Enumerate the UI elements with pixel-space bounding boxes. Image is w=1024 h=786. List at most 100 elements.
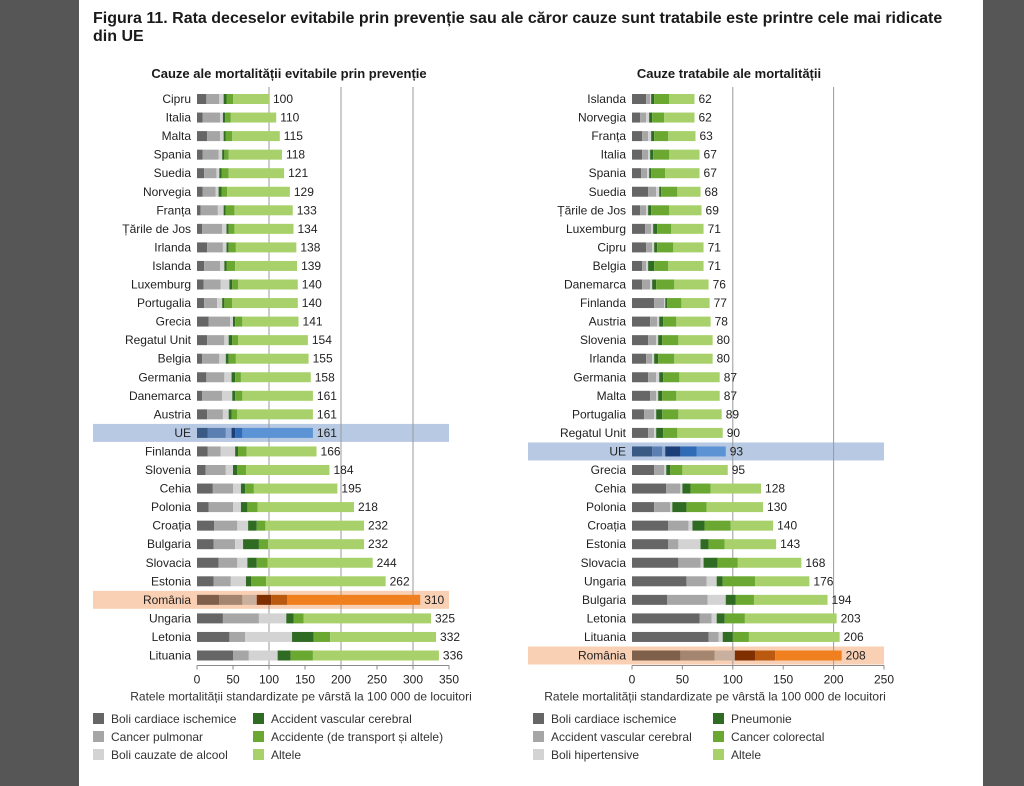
- left-bar-segment: [228, 223, 235, 234]
- right-category-label: Italia: [601, 148, 627, 162]
- left-total-label: 129: [294, 185, 314, 199]
- right-bar-segment: [632, 186, 649, 197]
- left-bar-segment: [240, 483, 246, 494]
- left-bar-segment: [235, 316, 243, 327]
- right-bar-segment: [654, 502, 671, 513]
- left-category-label: Slovacia: [146, 556, 192, 570]
- left-bar-segment: [265, 520, 365, 531]
- right-bar-segment: [642, 260, 647, 271]
- left-bar-segment: [233, 502, 241, 513]
- right-bar-segment: [681, 298, 710, 309]
- left-bar-segment: [225, 205, 235, 216]
- left-bar-segment: [233, 94, 269, 104]
- left-bar-segment: [226, 223, 229, 234]
- left-bar-segment: [222, 149, 225, 160]
- right-total-label: 208: [846, 649, 866, 663]
- right-bar-segment: [669, 149, 700, 160]
- right-category-label: Cipru: [597, 240, 626, 254]
- right-bar-segment: [650, 94, 652, 104]
- legend-label: Accident vascular cerebral: [271, 712, 412, 726]
- right-bar-segment: [632, 112, 641, 123]
- left-bar-segment: [248, 650, 278, 661]
- left-bar-segment: [230, 316, 233, 327]
- right-bar-segment: [654, 353, 659, 364]
- left-total-label: 155: [313, 352, 333, 366]
- legend-swatch: [713, 713, 724, 724]
- right-bar-segment: [632, 260, 643, 271]
- legend-label: Boli cauzate de alcool: [111, 748, 228, 762]
- right-bar-segment: [677, 427, 723, 438]
- left-category-label: Austria: [154, 407, 192, 421]
- legend-item: Pneumonie: [713, 712, 792, 726]
- right-bar-segment: [648, 131, 652, 142]
- right-bar-segment: [632, 390, 651, 401]
- right-x-axis-label: Ratele mortalității standardizate pe vâr…: [544, 690, 886, 704]
- left-bar-segment: [243, 539, 259, 550]
- legend-item: Altele: [713, 748, 761, 762]
- left-bar-segment: [225, 427, 232, 438]
- right-bar-segment: [662, 390, 677, 401]
- left-bar-segment: [292, 631, 314, 642]
- right-bar-segment: [632, 576, 687, 587]
- right-category-label: Portugalia: [572, 407, 626, 421]
- right-category-label: Finlanda: [580, 296, 626, 310]
- left-category-label: Danemarca: [129, 389, 191, 403]
- right-bar-segment: [632, 94, 647, 104]
- left-bar-segment: [220, 446, 236, 457]
- left-bar-segment: [225, 465, 233, 475]
- left-bar-segment: [277, 650, 291, 661]
- left-bar-segment: [245, 483, 254, 494]
- legend-swatch: [713, 749, 724, 760]
- right-bar-segment: [662, 446, 666, 457]
- right-bar-segment: [659, 316, 664, 327]
- right-bar-segment: [682, 483, 691, 494]
- right-bar-segment: [775, 650, 842, 661]
- legend-label: Pneumonie: [731, 712, 792, 726]
- left-bar-segment: [220, 112, 223, 123]
- left-bar-segment: [312, 650, 439, 661]
- left-bar-segment: [197, 557, 219, 568]
- right-bar-segment: [657, 223, 672, 234]
- right-bar-segment: [632, 223, 646, 234]
- right-total-label: 130: [767, 500, 787, 514]
- right-category-label: Suedia: [589, 185, 627, 199]
- legend-item: Boli hipertensive: [533, 748, 639, 762]
- left-total-label: 118: [286, 148, 305, 162]
- left-bar-segment: [245, 631, 293, 642]
- right-bar-segment: [640, 112, 647, 123]
- right-bar-segment: [688, 520, 693, 531]
- right-tick-label: 150: [773, 673, 793, 687]
- left-bar-segment: [219, 168, 222, 179]
- left-total-label: 262: [390, 574, 410, 588]
- right-bar-segment: [662, 409, 679, 420]
- right-bar-segment: [659, 186, 662, 197]
- right-bar-segment: [656, 335, 659, 346]
- left-bar-segment: [237, 557, 248, 568]
- right-tick-label: 100: [723, 673, 743, 687]
- left-bar-segment: [224, 335, 229, 346]
- right-total-label: 168: [805, 556, 825, 570]
- left-bar-segment: [242, 390, 313, 401]
- right-bar-segment: [648, 335, 657, 346]
- left-category-label: Slovenia: [145, 463, 191, 477]
- right-bar-segment: [714, 650, 735, 661]
- right-bar-segment: [632, 502, 655, 513]
- legend-swatch: [93, 713, 104, 724]
- left-bar-segment: [227, 186, 290, 197]
- left-bar-segment: [235, 353, 309, 364]
- right-bar-segment: [652, 279, 657, 290]
- right-bar-segment: [632, 205, 641, 216]
- right-bar-segment: [744, 613, 837, 624]
- left-bar-segment: [202, 390, 223, 401]
- left-total-label: 121: [288, 166, 308, 180]
- right-bar-segment: [722, 631, 733, 642]
- left-category-label: Regatul Unit: [125, 333, 192, 347]
- left-bar-segment: [197, 149, 203, 160]
- left-total-label: 139: [301, 259, 321, 273]
- legend-item: Cancer colorectal: [713, 730, 824, 744]
- left-bar-segment: [235, 242, 297, 253]
- left-bar-segment: [224, 298, 233, 309]
- right-total-label: 140: [777, 519, 797, 533]
- right-category-label: Islanda: [587, 92, 626, 106]
- left-bar-segment: [215, 186, 219, 197]
